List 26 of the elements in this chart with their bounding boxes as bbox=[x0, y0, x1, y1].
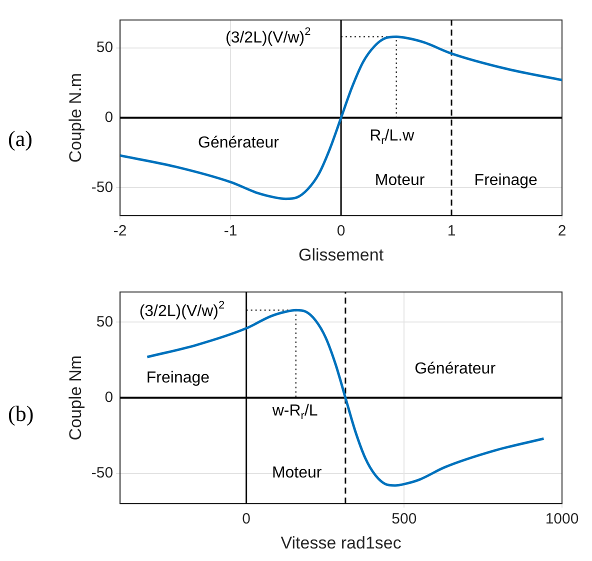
annotation: Moteur bbox=[272, 464, 322, 482]
y-tick-label: -50 bbox=[91, 464, 114, 482]
x-tick-label: -2 bbox=[113, 222, 127, 240]
y-tick-label: 0 bbox=[104, 388, 114, 406]
annotation: Freinage bbox=[146, 370, 210, 387]
text: (a) bbox=[8, 126, 34, 152]
y-axis-title: Couple N.m bbox=[66, 72, 85, 163]
annotation: Générateur bbox=[414, 360, 496, 378]
text: (b) bbox=[8, 401, 35, 427]
y-tick-label: 50 bbox=[96, 39, 114, 56]
y-tick-label: 50 bbox=[96, 313, 114, 330]
y-tick-label: 0 bbox=[104, 108, 114, 126]
x-tick-label: -1 bbox=[224, 222, 238, 240]
y-axis-title: Couple Nm bbox=[66, 355, 85, 440]
annotation: Freinage bbox=[474, 172, 538, 189]
x-tick-label: 2 bbox=[558, 222, 566, 240]
annotation: Moteur bbox=[374, 172, 426, 189]
x-tick-label: 1000 bbox=[545, 510, 579, 528]
x-axis-title: Vitesse rad1sec bbox=[280, 533, 402, 552]
x-tick-label: 0 bbox=[336, 222, 346, 240]
x-tick-label: 0 bbox=[242, 510, 251, 528]
x-axis-title: Glissement bbox=[298, 245, 384, 264]
x-tick-label: 1 bbox=[447, 222, 456, 240]
x-tick-label: 500 bbox=[392, 510, 417, 528]
annotation: Générateur bbox=[198, 134, 280, 152]
y-tick-label: -50 bbox=[91, 178, 114, 196]
